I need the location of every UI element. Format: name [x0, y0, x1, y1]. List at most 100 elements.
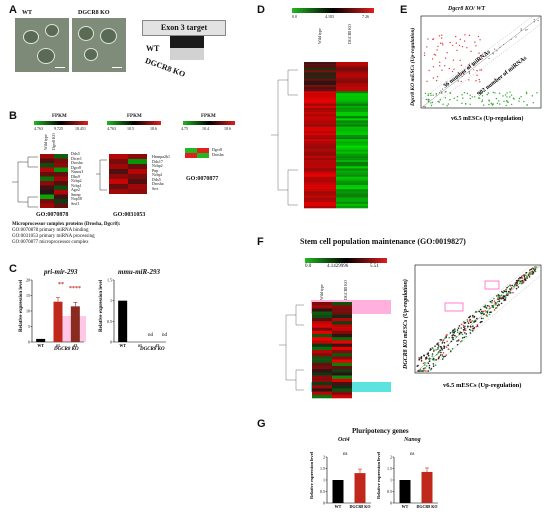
scatter-point — [463, 326, 465, 329]
y-tick-label: 1 — [323, 478, 325, 483]
heatmap-cell — [312, 308, 332, 312]
heatmap-cell — [336, 82, 368, 86]
heatmap-cell — [332, 305, 352, 309]
fpkm1-scale-min: 4.763 — [34, 126, 43, 131]
scatter-point — [420, 360, 423, 362]
heatmap-cell — [304, 118, 336, 121]
heatmap-cell — [332, 356, 352, 360]
g-c1-ylabel: Relative expression level — [309, 451, 314, 499]
scatter-point — [478, 78, 480, 81]
scatter-point — [461, 45, 464, 48]
scatter-point — [492, 53, 494, 55]
scatter-point — [427, 94, 429, 97]
c2-title: mmu-miR-293 — [118, 268, 161, 276]
scatter-point — [438, 35, 441, 37]
scatter-point — [458, 44, 461, 47]
x-tick-label: DGCR8 KO — [417, 504, 438, 509]
heatmap-cell — [336, 153, 368, 157]
heatmap-cell — [336, 107, 368, 111]
scatter-point — [444, 355, 446, 358]
scatter-point — [419, 368, 422, 371]
heatmap-cell — [54, 199, 68, 204]
scatter-point — [439, 354, 442, 356]
scatter-point — [488, 57, 490, 59]
bar-dgcr8ko — [354, 473, 366, 503]
scatter-point — [471, 320, 473, 322]
scatter-point — [533, 18, 535, 21]
bar-wt — [118, 300, 128, 342]
scatter-point — [460, 64, 463, 67]
heatmap-cell — [336, 139, 368, 142]
heatmap-cell — [336, 68, 368, 71]
heatmap-cell — [312, 385, 332, 389]
heatmap-cell — [336, 174, 368, 178]
scatter-point — [488, 307, 491, 310]
fpkm2-scale-mid: 10.5 — [127, 126, 134, 131]
heatmap-cell — [336, 205, 368, 209]
scatter-point — [513, 284, 516, 287]
scatter-point — [449, 332, 452, 334]
heatmap-cell — [304, 189, 336, 192]
scatter-point — [509, 285, 512, 287]
scatter-point — [532, 102, 535, 104]
heatmap-cell — [332, 311, 352, 316]
heatmap-cell — [312, 324, 332, 328]
panel-label-e: E — [400, 4, 408, 16]
heatmap-cell — [304, 99, 336, 102]
scatter-point — [463, 320, 465, 323]
scatter-point — [444, 91, 447, 93]
scatter-point — [466, 92, 469, 95]
y-tick-label: 1.5 — [107, 278, 112, 283]
heatmap-cell — [336, 145, 368, 148]
b1-col-wt: Wild type — [43, 134, 48, 150]
heatmap-cell — [40, 172, 54, 177]
scatter-point — [520, 28, 522, 30]
heatmap-cell — [304, 82, 336, 86]
scatter-point — [432, 365, 435, 368]
scatter-point — [491, 304, 493, 307]
heatmap-cell — [336, 187, 368, 190]
scatter-point — [443, 341, 446, 344]
scatter-point — [501, 297, 503, 300]
heatmap-cell — [336, 64, 368, 67]
c2-nd-1: nd — [148, 333, 154, 338]
scatter-point — [427, 352, 430, 354]
heatmap-cell — [312, 375, 332, 380]
gel-band-wt — [170, 36, 204, 48]
scatter-point — [427, 370, 430, 372]
scatter-point — [464, 325, 466, 328]
scatter-point — [468, 328, 471, 331]
heatmap-cell — [304, 153, 336, 157]
scatter-point — [444, 337, 446, 340]
c1-sig-2: **** — [69, 286, 81, 292]
heatmap-cell — [336, 178, 368, 182]
scatter-point — [426, 46, 428, 48]
scatter-point — [520, 96, 522, 98]
scatter-point — [430, 92, 432, 95]
heatmap-cell — [312, 302, 332, 306]
scatter-point — [428, 69, 430, 72]
x-tick-label: #1 — [138, 343, 142, 348]
scatter-point — [454, 35, 457, 38]
scatter-point — [456, 340, 458, 342]
scatter-point — [468, 79, 470, 81]
scatter-point — [437, 45, 439, 48]
y-tick-label: 1 — [390, 478, 392, 483]
heatmap-cell — [304, 199, 336, 203]
scatter-point — [425, 358, 427, 361]
scatter-point — [521, 279, 524, 282]
bar-wt — [332, 480, 344, 503]
c-charts: Relative expression level Relative expre… — [19, 278, 168, 353]
scatter-point — [493, 297, 495, 300]
scatter-point — [481, 95, 484, 97]
scatter-point — [466, 67, 469, 69]
heatmap-cell — [336, 166, 368, 169]
c2-nd-2: nd — [162, 333, 168, 338]
scatter-point — [526, 276, 529, 279]
heatmap-cell — [332, 327, 352, 332]
heatmap-cell — [304, 164, 336, 167]
scatter-point — [476, 317, 478, 320]
scatter-point — [427, 99, 429, 101]
scatter-point — [449, 92, 451, 94]
scatter-point — [480, 92, 482, 95]
